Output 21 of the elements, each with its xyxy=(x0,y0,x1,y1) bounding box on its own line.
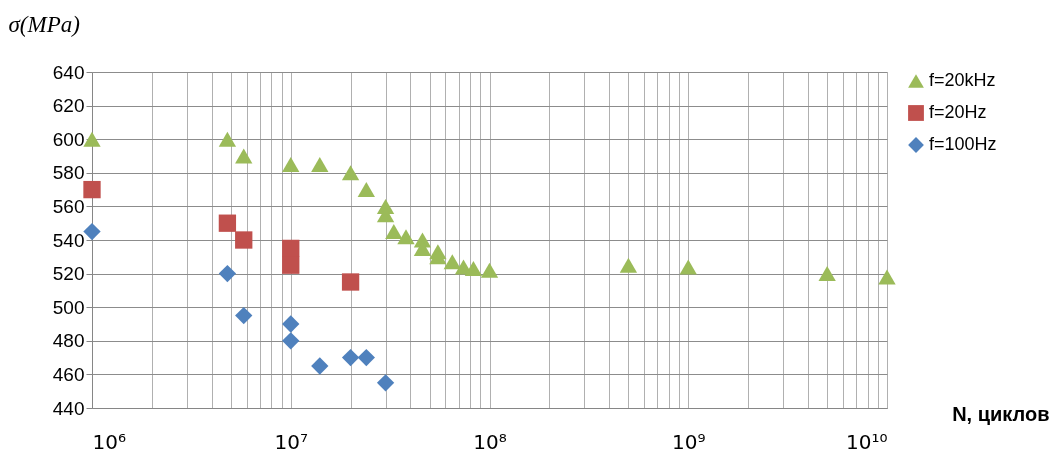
y-tick-label: 580 xyxy=(52,162,85,184)
x-tick-label: 10⁹ xyxy=(672,429,706,454)
y-tick-label: 480 xyxy=(52,330,85,352)
y-axis-title: σ(MPa) xyxy=(8,11,80,37)
x-tick-label: 10⁶ xyxy=(92,429,126,454)
legend-label: f=20Hz xyxy=(929,102,987,122)
y-tick-label: 540 xyxy=(52,229,85,251)
x-tick-label: 10⁸ xyxy=(473,429,507,454)
y-tick-label: 500 xyxy=(52,296,85,318)
x-tick-label: 10¹⁰ xyxy=(846,429,888,454)
y-tick-label: 460 xyxy=(52,363,85,385)
y-tick-label: 600 xyxy=(52,128,85,150)
x-axis-title: N, циклов xyxy=(952,402,1050,425)
legend-label: f=20kHz xyxy=(929,70,996,90)
y-tick-label: 440 xyxy=(52,397,85,419)
y-tick-label: 560 xyxy=(52,195,85,217)
y-tick-label: 620 xyxy=(52,95,85,117)
y-tick-label: 520 xyxy=(52,263,85,285)
y-tick-label: 640 xyxy=(52,61,85,83)
x-tick-label: 10⁷ xyxy=(274,429,308,454)
legend-label: f=100Hz xyxy=(929,134,997,154)
